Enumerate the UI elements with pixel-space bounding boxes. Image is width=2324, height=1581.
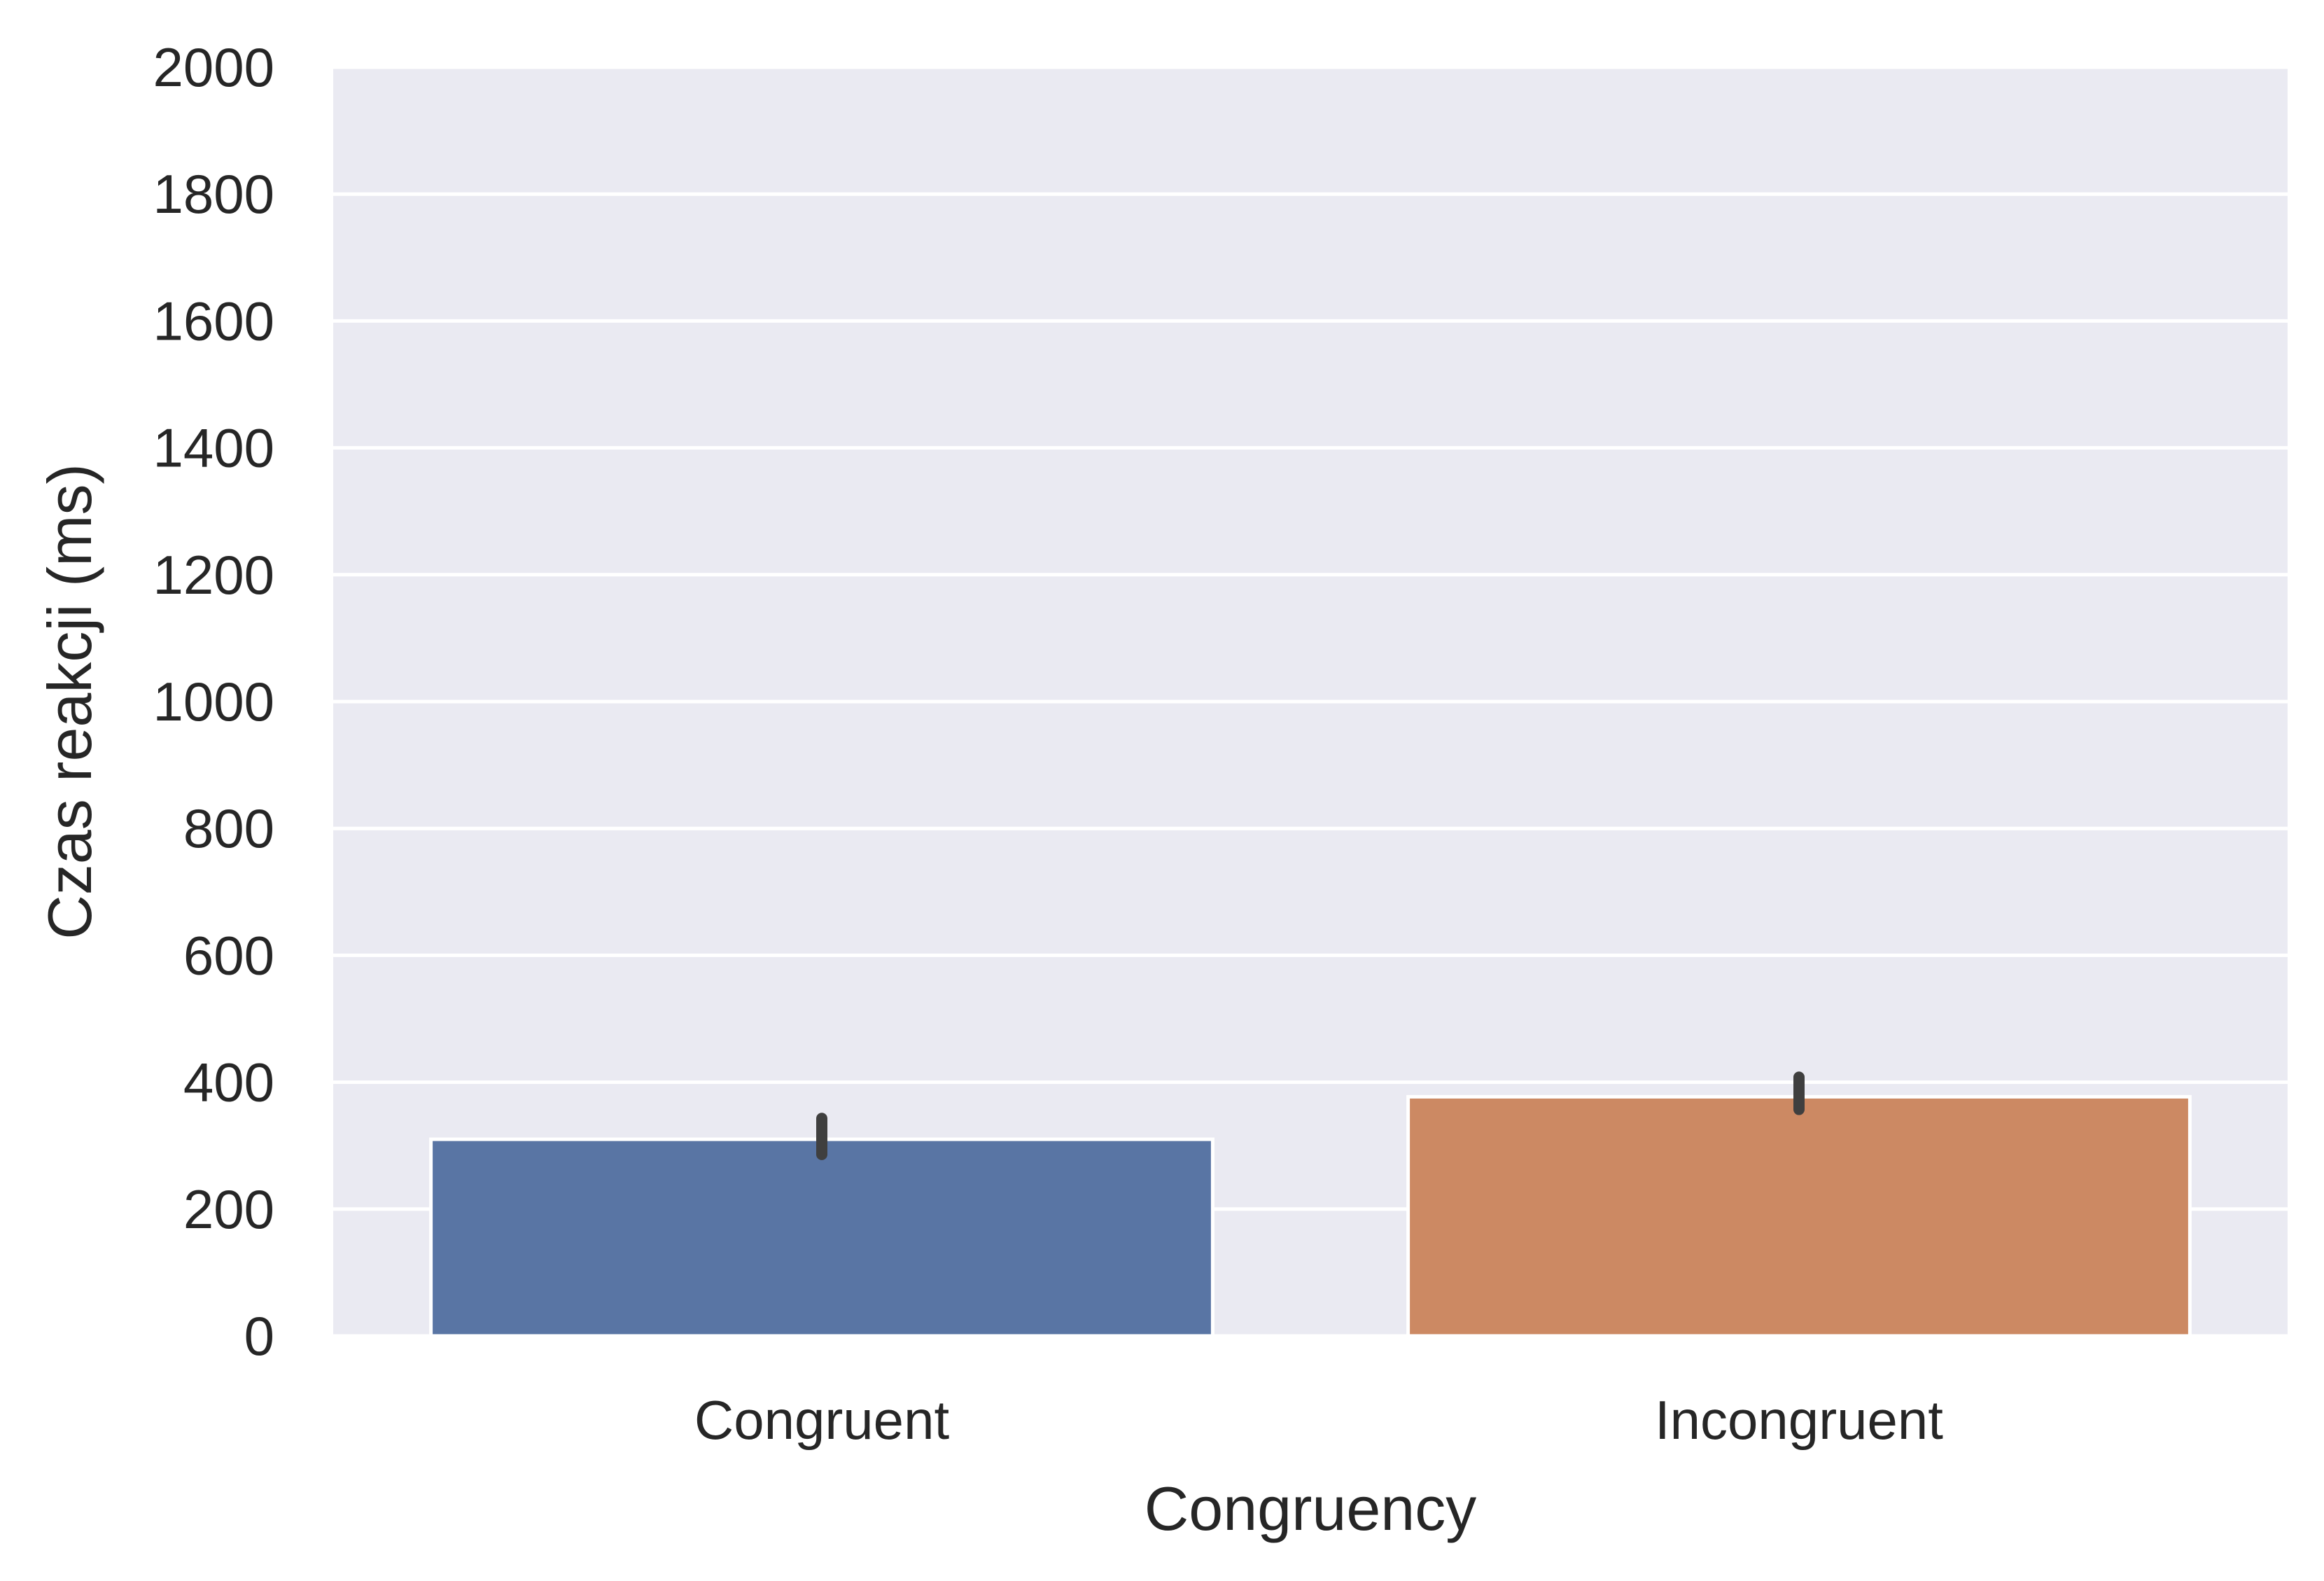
bars xyxy=(429,1094,2192,1338)
y-tick-label: 1800 xyxy=(153,163,274,225)
x-tick-label-incongruent: Incongruent xyxy=(1655,1389,1943,1451)
y-tick-label: 1200 xyxy=(153,544,274,606)
y-tick-label: 400 xyxy=(183,1052,274,1113)
y-tick-label: 1400 xyxy=(153,417,274,479)
x-axis-title: Congruency xyxy=(1144,1474,1477,1543)
y-tick-label: 1600 xyxy=(153,290,274,351)
y-tick-label: 600 xyxy=(183,924,274,986)
y-tick-label: 200 xyxy=(183,1178,274,1240)
bar-incongruent xyxy=(1406,1094,2192,1338)
y-tick-label: 2000 xyxy=(153,36,274,98)
x-tick-label-congruent: Congruent xyxy=(694,1389,950,1451)
y-tick-label: 1000 xyxy=(153,671,274,732)
x-tick-labels: Congruent Incongruent xyxy=(694,1389,1943,1451)
error-bars xyxy=(816,1071,1805,1160)
y-axis-title: Czas reakcji (ms) xyxy=(35,464,104,940)
grid-lines xyxy=(333,65,2288,1338)
bar-congruent xyxy=(429,1137,1214,1338)
y-tick-label: 800 xyxy=(183,798,274,859)
y-tick-label: 0 xyxy=(244,1305,274,1367)
y-tick-labels: 0 200 400 600 800 1000 1200 1400 1600 1800 2000 xyxy=(153,36,274,1367)
